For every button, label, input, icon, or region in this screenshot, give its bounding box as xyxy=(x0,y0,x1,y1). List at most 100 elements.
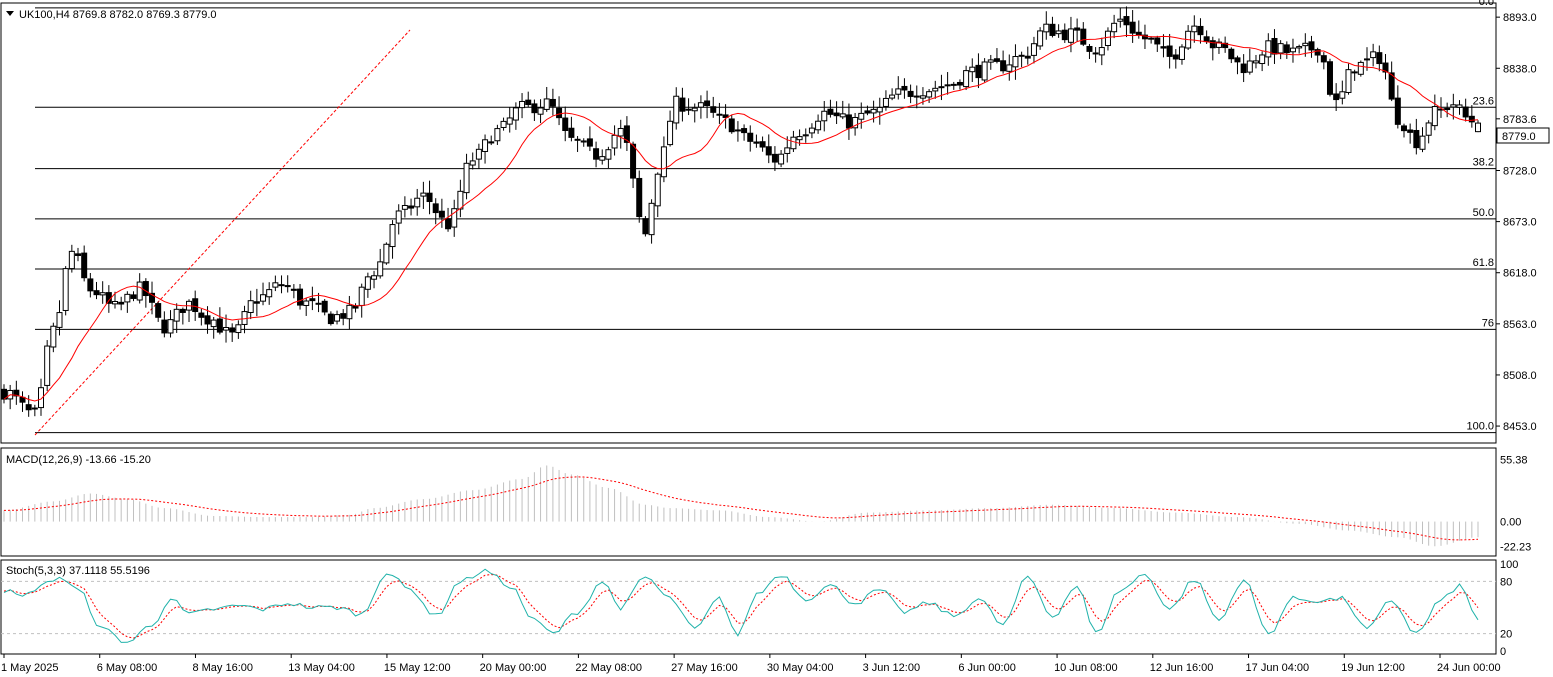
time-axis[interactable]: 1 May 2025 6 May 08:00 8 May 16:00 13 May 0… xyxy=(1,654,1501,674)
candle xyxy=(771,146,778,172)
time-tick-label: 10 Jun 08:00 xyxy=(1054,662,1118,674)
price-axis[interactable]: 8893.0 8838.0 8783.6 8728.0 8673.0 8618.0 8563… xyxy=(1496,12,1537,433)
candle-body xyxy=(753,141,760,144)
candle xyxy=(1314,47,1321,63)
candle xyxy=(149,281,156,315)
stochastic-pane[interactable]: Stoch(5,3,3) 37.1118 55.5196 xyxy=(0,559,1497,655)
candle-body xyxy=(741,128,748,134)
candle-body xyxy=(266,289,273,298)
candle-body xyxy=(667,120,674,146)
candle xyxy=(512,102,519,130)
time-tick-label: 8 May 16:00 xyxy=(192,662,253,674)
candle-body xyxy=(81,252,88,279)
candle-body xyxy=(1394,97,1401,125)
candle xyxy=(963,65,970,91)
candle-body xyxy=(93,290,100,296)
price-pane[interactable]: 0.0 23.6 38.2 50.0 61.8 76 100.0 UK100,H4 8769… xyxy=(0,0,1497,444)
candle-body xyxy=(1086,45,1093,52)
candle xyxy=(549,88,556,116)
candle xyxy=(722,104,729,129)
macd-pane[interactable]: MACD(12,26,9) -13.66 -15.20 xyxy=(0,447,1497,557)
candle-body xyxy=(796,136,803,141)
candle xyxy=(815,114,822,134)
candle-body xyxy=(1345,69,1352,93)
candle xyxy=(895,76,902,100)
candle xyxy=(1191,15,1198,43)
candle xyxy=(278,275,285,294)
candle xyxy=(864,105,871,116)
macd-signal-line xyxy=(3,476,1479,541)
candle xyxy=(987,54,994,70)
candle xyxy=(1197,18,1204,44)
symbol-dropdown[interactable]: UK100,H4 8769.8 8782.0 8769.3 8779.0 xyxy=(6,9,217,21)
candle-body xyxy=(1351,71,1358,74)
candle xyxy=(1209,36,1216,61)
price-tick-label: 8893.0 xyxy=(1503,12,1537,24)
candle xyxy=(167,310,174,338)
candle-body xyxy=(1012,56,1019,68)
candle-body xyxy=(1277,43,1284,54)
candle-body xyxy=(1400,125,1407,132)
candle-body xyxy=(309,298,316,302)
chevron-down-icon[interactable] xyxy=(6,11,14,16)
candle-body xyxy=(192,298,199,313)
candle xyxy=(605,146,612,169)
candle-body xyxy=(1222,42,1229,49)
candle xyxy=(284,275,291,293)
candle xyxy=(728,114,735,134)
candle-body xyxy=(1148,37,1155,40)
candle xyxy=(833,101,840,125)
price-tick-label: 8838.0 xyxy=(1503,63,1537,75)
candle xyxy=(31,404,38,417)
price-tick-label: 8618.0 xyxy=(1503,268,1537,280)
candle-body xyxy=(611,134,618,149)
candle xyxy=(81,245,88,282)
stochastic-tick-label: 20 xyxy=(1500,629,1512,641)
candle xyxy=(475,143,482,169)
candle xyxy=(1462,98,1469,122)
time-tick-label: 22 May 08:00 xyxy=(575,662,642,674)
candle-body xyxy=(568,127,575,138)
candle xyxy=(1154,35,1161,52)
candle-body xyxy=(488,141,495,144)
candle-body xyxy=(833,112,840,117)
candle-body xyxy=(1160,46,1167,49)
candle-body xyxy=(463,162,470,194)
candle-body xyxy=(327,313,334,325)
price-pane-header: UK100,H4 8769.8 8782.0 8769.3 8779.0 xyxy=(19,9,217,21)
candle xyxy=(876,97,883,125)
candle-body xyxy=(315,302,322,305)
candle-body xyxy=(1154,37,1161,45)
candle xyxy=(161,311,168,338)
candle xyxy=(1037,27,1044,50)
candle-body xyxy=(981,61,988,81)
candle-body xyxy=(247,300,254,313)
candle xyxy=(1080,22,1087,47)
candle-body xyxy=(1252,60,1259,64)
candle-body xyxy=(1037,30,1044,47)
candle xyxy=(216,307,223,335)
candle-body xyxy=(408,205,415,209)
candle-body xyxy=(13,389,20,397)
candle xyxy=(44,340,51,392)
candle xyxy=(562,106,569,142)
candle xyxy=(839,100,846,120)
candle-body xyxy=(334,314,341,322)
current-price-text: 8779.0 xyxy=(1502,131,1536,143)
time-tick-label: 20 May 00:00 xyxy=(480,662,547,674)
candle-body xyxy=(821,110,828,122)
candle xyxy=(802,128,809,143)
candle xyxy=(1055,24,1062,38)
candle xyxy=(235,320,242,339)
candle xyxy=(500,117,507,131)
candle xyxy=(266,282,273,305)
candle-body xyxy=(204,315,211,325)
candle-body xyxy=(993,58,1000,62)
fibonacci-trend-line[interactable] xyxy=(34,29,411,436)
candle-body xyxy=(734,129,741,132)
candle xyxy=(852,112,859,136)
candle-body xyxy=(685,108,692,111)
candle xyxy=(697,95,704,119)
candle-body xyxy=(593,148,600,160)
